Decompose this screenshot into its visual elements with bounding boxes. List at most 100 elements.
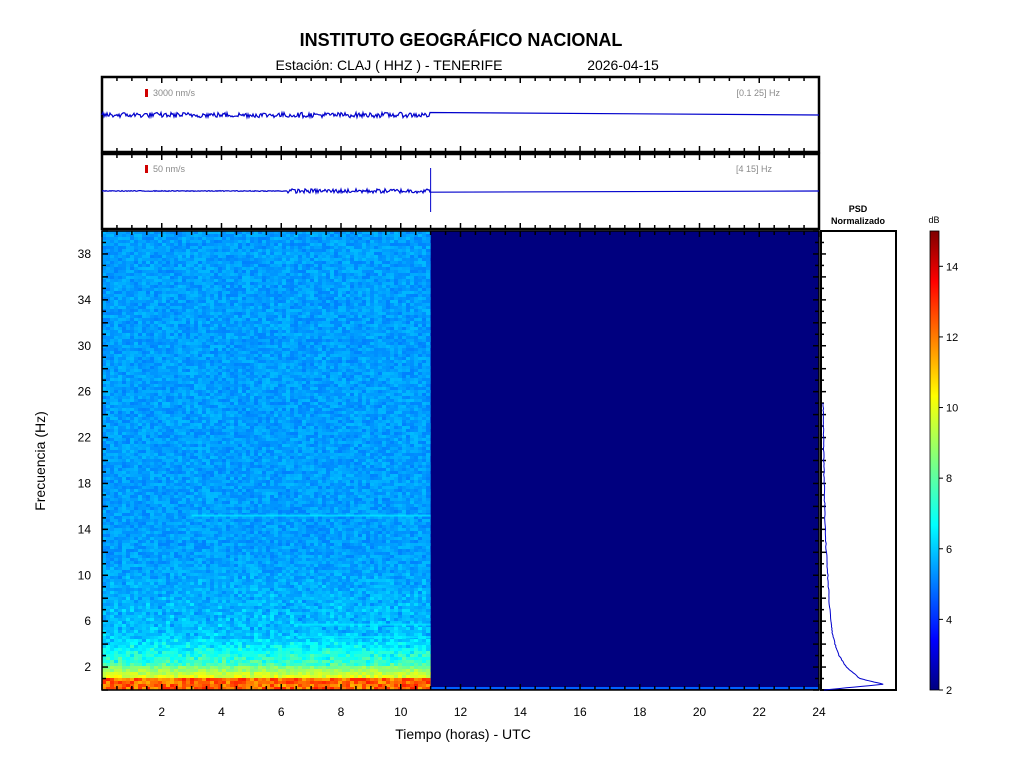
spectrogram-cell [402, 246, 406, 249]
spectrogram-cell [430, 339, 431, 342]
spectrogram-cell [350, 381, 354, 384]
spectrogram-cell [402, 279, 406, 282]
spectrogram-cell [338, 267, 342, 270]
spectrogram-cell [110, 309, 114, 312]
spectrogram-cell [274, 318, 278, 321]
spectrogram-cell [386, 303, 390, 306]
spectrogram-cell [402, 360, 406, 363]
spectrogram-cell [150, 360, 154, 363]
spectrogram-cell [162, 336, 166, 339]
spectrogram-cell [142, 327, 146, 330]
spectrogram-cell [118, 264, 122, 267]
spectrogram-cell [370, 264, 374, 267]
spectrogram-cell [166, 402, 170, 405]
spectrogram-cell [246, 378, 250, 381]
spectrogram-cell [226, 309, 230, 312]
spectrogram-cell [318, 372, 322, 375]
spectrogram-cell [310, 312, 314, 315]
spectrogram-cell [378, 375, 382, 378]
spectrogram-cell [138, 408, 142, 411]
spectrogram-cell [298, 252, 302, 255]
spectrogram-cell [246, 261, 250, 264]
spectrogram-cell [226, 270, 230, 273]
spectrogram-cell [342, 306, 346, 309]
spectrogram-cell [234, 255, 238, 258]
spectrogram-cell [142, 360, 146, 363]
spectrogram-cell [170, 357, 174, 360]
spectrogram-cell [422, 288, 426, 291]
spectrogram-cell [218, 354, 222, 357]
spectrogram-cell [338, 270, 342, 273]
spectrogram-cell [426, 237, 430, 240]
spectrogram-cell [242, 234, 246, 237]
spectrogram-cell [362, 270, 366, 273]
spectrogram-cell [218, 408, 222, 411]
spectrogram-cell [118, 231, 122, 234]
spectrogram-cell [126, 282, 130, 285]
spectrogram-cell [166, 240, 170, 243]
spectrogram-cell [262, 297, 266, 300]
spectrogram-cell [126, 381, 130, 384]
spectrogram-cell [254, 264, 258, 267]
spectrogram-cell [402, 399, 406, 402]
spectrogram-cell [122, 339, 126, 342]
spectrogram-cell [290, 237, 294, 240]
spectrogram-cell [354, 309, 358, 312]
spectrogram-cell [138, 300, 142, 303]
spectrogram-cell [162, 270, 166, 273]
spectrogram-cell [122, 384, 126, 387]
spectrogram-cell [430, 282, 431, 285]
spectrogram-cell [126, 297, 130, 300]
spectrogram-cell [286, 249, 290, 252]
spectrogram-cell [202, 267, 206, 270]
spectrogram-cell [162, 240, 166, 243]
spectrogram-cell [306, 306, 310, 309]
spectrogram-cell [178, 285, 182, 288]
spectrogram-cell [290, 303, 294, 306]
spectrogram-cell [334, 264, 338, 267]
spectrogram-cell [162, 312, 166, 315]
spectrogram-cell [122, 357, 126, 360]
spectrogram-cell [246, 246, 250, 249]
spectrogram-cell [286, 336, 290, 339]
spectrogram-cell [286, 240, 290, 243]
spectrogram-cell [294, 246, 298, 249]
spectrogram-cell [130, 363, 134, 366]
trace-panel-filtered: 50 nm/s [4 15] Hz [100, 152, 821, 231]
spectrogram-cell [382, 390, 386, 393]
spectrogram-cell [166, 321, 170, 324]
spectrogram-cell [386, 369, 390, 372]
spectrogram-cell [270, 372, 274, 375]
spectrogram-cell [394, 372, 398, 375]
spectrogram-cell [286, 348, 290, 351]
spectrogram-cell [230, 384, 234, 387]
spectrogram-cell [298, 384, 302, 387]
spectrogram-cell [278, 249, 282, 252]
spectrogram-cell [378, 237, 382, 240]
spectrogram-cell [238, 387, 242, 390]
spectrogram-cell [158, 357, 162, 360]
spectrogram-cell [218, 285, 222, 288]
spectrogram-cell [234, 324, 238, 327]
spectrogram-cell [418, 396, 422, 399]
spectrogram-cell [222, 315, 226, 318]
spectrogram-cell [278, 399, 282, 402]
spectrogram-cell [350, 387, 354, 390]
spectrogram-cell [326, 273, 330, 276]
spectrogram-cell [222, 342, 226, 345]
spectrogram-cell [242, 363, 246, 366]
spectrogram-cell [154, 354, 158, 357]
spectrogram-cell [334, 234, 338, 237]
spectrogram-cell [382, 360, 386, 363]
spectrogram-cell [250, 387, 254, 390]
spectrogram-cell [258, 291, 262, 294]
spectrogram-cell [306, 258, 310, 261]
spectrogram-cell [326, 309, 330, 312]
spectrogram-cell [122, 294, 126, 297]
spectrogram-cell [214, 363, 218, 366]
spectrogram-cell [110, 336, 114, 339]
spectrogram-cell [174, 348, 178, 351]
spectrogram-cell [290, 264, 294, 267]
spectrogram-cell [246, 396, 250, 399]
spectrogram-cell [394, 261, 398, 264]
